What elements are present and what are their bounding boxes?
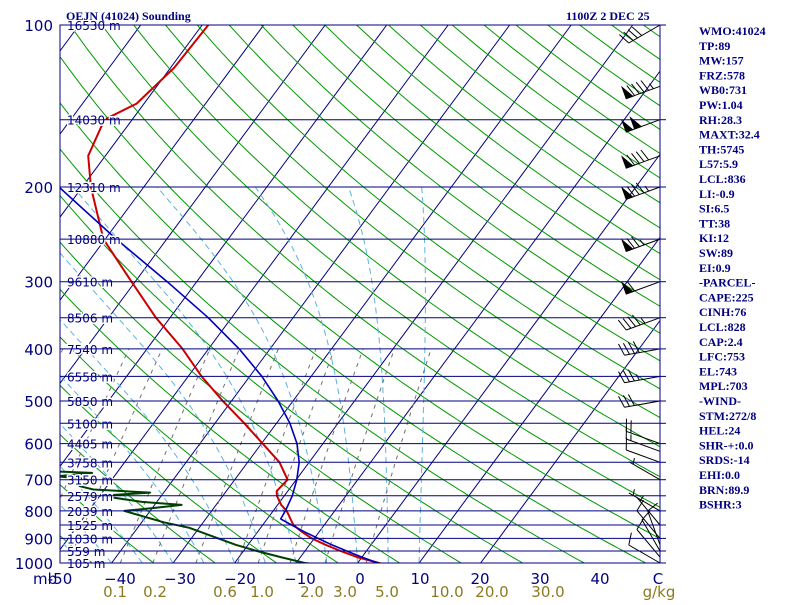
index-line: CAPE:225 [699, 290, 754, 304]
index-line: TP:89 [699, 39, 730, 53]
index-line: CINH:76 [699, 305, 746, 319]
index-line: MAXT:32.4 [699, 128, 760, 142]
height-label: 14030 m [67, 114, 121, 128]
chart-time: 1100Z 2 DEC 25 [566, 9, 650, 23]
temperature-tick-label: 40 [590, 570, 609, 588]
pressure-tick-label: 400 [24, 341, 53, 359]
pressure-tick-label: 200 [24, 179, 53, 197]
index-line: CAP:2.4 [699, 335, 743, 349]
index-line: KI:12 [699, 231, 729, 245]
mixing-ratio-tick-label: 1.0 [250, 583, 274, 600]
chart-title: OEJN (41024) Sounding [66, 9, 191, 23]
index-line: MPL:703 [699, 379, 748, 393]
index-line: RH:28.3 [699, 113, 742, 127]
index-line: -WIND- [699, 394, 741, 408]
pressure-tick-label: 100 [24, 17, 53, 35]
pressure-tick-label: 300 [24, 274, 53, 292]
index-line: SW:89 [699, 246, 733, 260]
index-line: STM:272/8 [699, 409, 756, 423]
index-line: SHR-+:0.0 [699, 438, 754, 452]
mixing-ratio-tick-label: 30.0 [531, 583, 564, 600]
index-line: HEL:24 [699, 424, 740, 438]
index-line: WMO:41024 [699, 24, 766, 38]
temperature-tick-label: -50 [48, 570, 73, 588]
index-line: MW:157 [699, 54, 744, 68]
height-label: 8506 m [67, 312, 113, 326]
index-line: LCL:828 [699, 320, 746, 334]
index-line: TT:38 [699, 216, 730, 230]
index-line: L57:5.9 [699, 157, 738, 171]
height-label: 3758 m [67, 456, 113, 470]
pressure-tick-label: 800 [24, 503, 53, 521]
mixing-ratio-tick-label: 2.0 [300, 583, 324, 600]
temperature-tick-label: −30 [164, 570, 196, 588]
index-line: PW:1.04 [699, 98, 743, 112]
mixing-ratio-tick-label: 0.2 [143, 583, 167, 600]
height-label: 10880 m [67, 233, 121, 247]
index-line: EI:0.9 [699, 261, 731, 275]
height-label: 2039 m [67, 505, 113, 519]
pressure-tick-label: 700 [24, 472, 53, 490]
index-line: BSHR:3 [699, 498, 742, 512]
index-line: LFC:753 [699, 350, 745, 364]
index-line: TH:5745 [699, 142, 744, 156]
mixing-ratio-tick-label: 3.0 [333, 583, 357, 600]
index-line: EHI:0.0 [699, 468, 740, 482]
height-label: 9610 m [67, 276, 113, 290]
pressure-tick-label: 600 [24, 436, 53, 454]
pressure-tick-label: 900 [24, 530, 53, 548]
height-label: 5850 m [67, 395, 113, 409]
mixing-ratio-tick-label: 0.6 [213, 583, 237, 600]
height-label: 5100 m [67, 417, 113, 431]
index-line: SRDS:-14 [699, 453, 750, 467]
mixing-ratio-tick-label: 10.0 [430, 583, 463, 600]
mixing-ratio-unit-label: g/kg [643, 583, 676, 600]
index-line: FRZ:578 [699, 68, 745, 82]
index-line: EL:743 [699, 364, 737, 378]
height-label: 2579 m [67, 490, 113, 504]
temperature-tick-label: 10 [410, 570, 429, 588]
mixing-ratio-tick-label: 5.0 [375, 583, 399, 600]
height-label: 6558 m [67, 370, 113, 384]
index-line: -PARCEL- [699, 276, 755, 290]
height-label: 12310 m [67, 181, 121, 195]
height-label: 3150 m [67, 474, 113, 488]
height-label: 7540 m [67, 343, 113, 357]
pressure-tick-label: 500 [24, 393, 53, 411]
index-line: LCL:836 [699, 172, 746, 186]
index-line: SI:6.5 [699, 202, 729, 216]
mixing-ratio-tick-label: 0.1 [103, 583, 127, 600]
mixing-ratio-tick-label: 20.0 [475, 583, 508, 600]
height-label: 105 m [67, 557, 105, 571]
height-label: 4405 m [67, 438, 113, 452]
index-line: BRN:89.9 [699, 483, 749, 497]
index-line: WB0:731 [699, 83, 747, 97]
index-line: LI:-0.9 [699, 187, 735, 201]
height-label: 1525 m [67, 519, 113, 533]
